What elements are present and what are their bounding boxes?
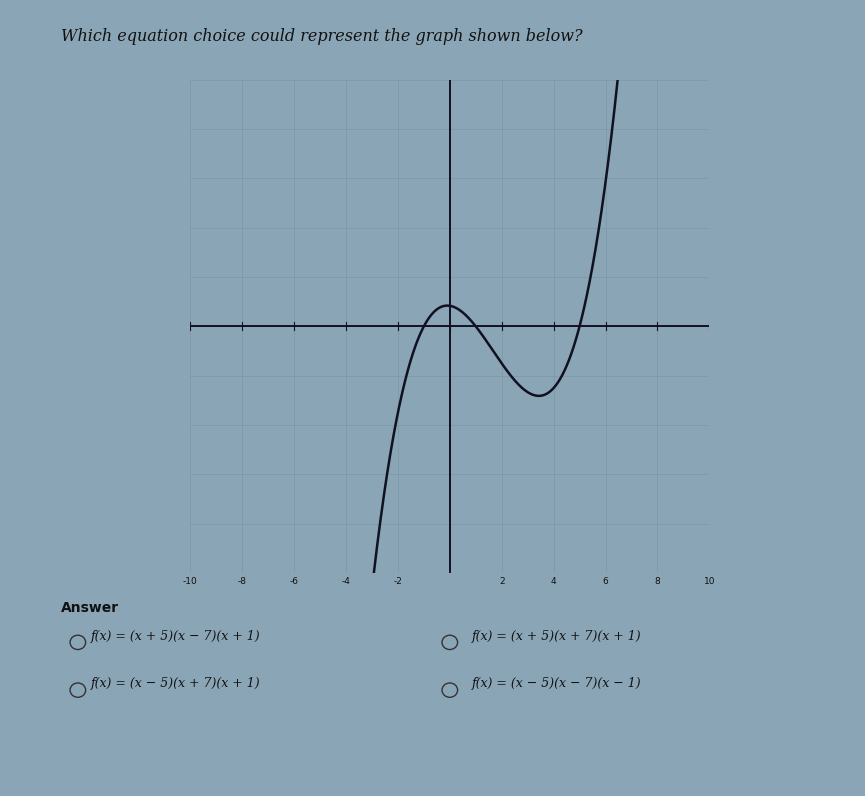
Text: -6: -6 (290, 577, 298, 586)
Text: -4: -4 (342, 577, 350, 586)
Text: 10: 10 (703, 577, 715, 586)
Text: 6: 6 (603, 577, 608, 586)
Text: 8: 8 (655, 577, 660, 586)
Text: f(x) = (x − 5)(x − 7)(x − 1): f(x) = (x − 5)(x − 7)(x − 1) (471, 677, 641, 690)
Text: Which equation choice could represent the graph shown below?: Which equation choice could represent th… (61, 28, 582, 45)
Text: f(x) = (x + 5)(x + 7)(x + 1): f(x) = (x + 5)(x + 7)(x + 1) (471, 630, 641, 642)
Text: Answer: Answer (61, 601, 119, 615)
Text: f(x) = (x − 5)(x + 7)(x + 1): f(x) = (x − 5)(x + 7)(x + 1) (91, 677, 260, 690)
Text: 4: 4 (551, 577, 556, 586)
Text: -2: -2 (394, 577, 402, 586)
Text: f(x) = (x + 5)(x − 7)(x + 1): f(x) = (x + 5)(x − 7)(x + 1) (91, 630, 260, 642)
Text: -8: -8 (238, 577, 247, 586)
Text: -10: -10 (183, 577, 198, 586)
Text: 2: 2 (499, 577, 504, 586)
